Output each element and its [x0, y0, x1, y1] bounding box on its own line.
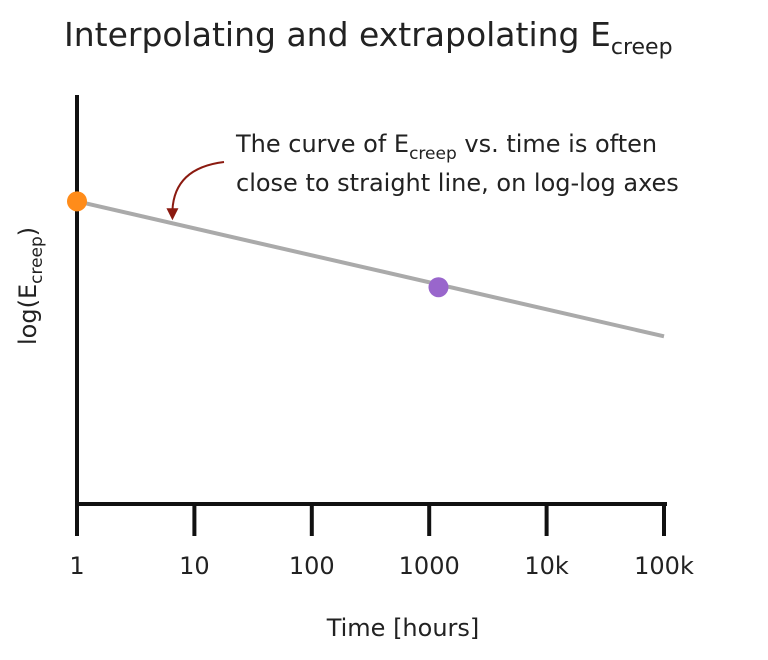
y-axis-label-subscript: creep	[27, 236, 47, 284]
x-tick-label: 100	[289, 552, 335, 580]
x-tick-label: 100k	[634, 552, 694, 580]
annotation-arrow	[171, 161, 225, 211]
annotation-line-1-post: vs. time is often	[457, 130, 657, 158]
chart-title-subscript: creep	[611, 35, 673, 60]
y-axis-label-close: )	[14, 227, 42, 236]
annotation: The curve of Ecreep vs. time is often cl…	[166, 130, 679, 221]
x-tick-label: 1	[69, 552, 84, 580]
x-tick-label: 10	[179, 552, 210, 580]
annotation-arrowhead	[166, 208, 179, 221]
chart-title: Interpolating and extrapolating Ecreep	[64, 15, 673, 60]
series-layer	[76, 199, 665, 339]
series-line	[76, 199, 665, 339]
annotation-line-1: The curve of Ecreep vs. time is often	[235, 130, 657, 164]
annotation-line-1-subscript: creep	[409, 144, 457, 164]
chart-title-main: Interpolating and extrapolating E	[64, 15, 611, 54]
annotation-line-2: close to straight line, on log-log axes	[236, 169, 679, 197]
annotation-line-1-pre: The curve of E	[235, 130, 409, 158]
x-ticks: 1 10 100 1000 10k 100k	[69, 504, 694, 580]
y-axis-label: log(Ecreep)	[14, 227, 47, 345]
x-tick-label: 1000	[399, 552, 460, 580]
axes	[75, 95, 667, 506]
start-point	[67, 191, 87, 212]
x-tick-label: 10k	[524, 552, 569, 580]
y-axis-label-main: log(E	[14, 284, 42, 345]
x-axis-label: Time [hours]	[326, 614, 480, 642]
points-layer	[67, 191, 449, 298]
mid-point	[428, 277, 449, 298]
